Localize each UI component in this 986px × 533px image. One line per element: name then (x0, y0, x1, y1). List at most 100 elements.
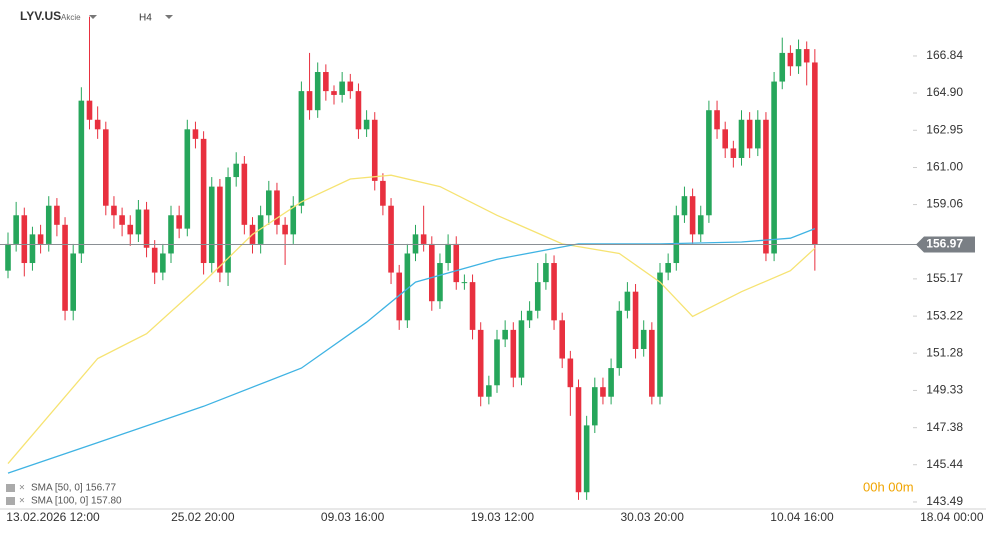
candle-body (592, 387, 598, 426)
sma-line (7, 174, 816, 465)
timeframe-dropdown[interactable] (165, 15, 173, 19)
candle-body (461, 282, 468, 284)
candle-body (632, 291, 639, 349)
candle-body (78, 100, 85, 254)
candle-body (111, 205, 117, 216)
symbol-dropdown[interactable] (89, 15, 97, 19)
y-tick-label: 149.33 (926, 383, 963, 397)
candle-body (37, 234, 44, 244)
candle-body (420, 234, 427, 244)
y-tick-label: 147.38 (926, 420, 963, 434)
legend-entry: SMA [50, 0] 156.77 (31, 483, 116, 494)
legend-close: × (19, 496, 25, 507)
candle-body (412, 234, 419, 254)
x-tick-label: 10.04 16:00 (770, 510, 834, 524)
last-price-label: 156.97 (926, 237, 963, 251)
x-tick-label: 30.03 20:00 (620, 510, 684, 524)
timeframe[interactable]: H4 (139, 13, 152, 24)
candle-body (143, 209, 150, 248)
last-price-box (916, 236, 975, 253)
candle-body (763, 119, 769, 254)
candle-body (477, 329, 484, 397)
candle-body (526, 310, 533, 321)
candle-body (184, 129, 191, 229)
candle-body (534, 282, 541, 311)
candle-body (119, 215, 125, 225)
candle-body (70, 253, 76, 311)
candle-body (803, 49, 810, 63)
candle-body (730, 148, 737, 158)
candle-body (217, 186, 223, 273)
candle-body (445, 243, 451, 264)
candle-body (714, 110, 720, 130)
candle-body (567, 358, 574, 388)
legend-close: × (19, 483, 25, 494)
candle-timer: 00h 00m (863, 479, 914, 494)
asset-class: Akcie (61, 13, 81, 22)
y-tick-label: 151.28 (926, 345, 963, 359)
x-tick-label: 09.03 16:00 (321, 510, 385, 524)
sma-line (7, 227, 816, 474)
candle-body (437, 263, 443, 302)
candle-body (274, 190, 280, 225)
candle-body (429, 243, 435, 302)
candle-body (363, 119, 370, 130)
y-tick-label: 143.49 (926, 494, 963, 508)
x-tick-label: 18.04 00:00 (920, 510, 984, 524)
candle-body (233, 163, 239, 178)
candle-body (314, 72, 321, 111)
candle-body (160, 253, 166, 273)
legend-icon (6, 497, 15, 505)
candle-body (771, 81, 777, 254)
candle-body (13, 215, 19, 244)
legend-icon (6, 484, 15, 492)
candle-body (331, 91, 337, 95)
candle-body (657, 272, 663, 397)
candle-body (323, 72, 329, 92)
candle-body (355, 91, 362, 130)
candle-body (282, 224, 288, 235)
candle-body (339, 81, 345, 95)
candle-body (192, 129, 199, 139)
candle-body (103, 129, 109, 206)
candle-body (151, 247, 158, 273)
candle-body (168, 215, 174, 254)
candle-body (347, 81, 354, 92)
candle-body (21, 215, 28, 264)
candle-body (486, 385, 492, 397)
candle-body (518, 320, 525, 378)
candle-body (738, 119, 745, 158)
candle-body (45, 205, 52, 244)
candle-body (241, 163, 248, 225)
legend-entry: SMA [100, 0] 157.80 (31, 496, 122, 507)
candle-body (29, 234, 36, 264)
candle-body (575, 387, 582, 493)
candle-body (746, 119, 753, 149)
candle-body (559, 320, 565, 359)
candle-body (665, 263, 671, 273)
y-tick-label: 166.84 (926, 48, 963, 62)
candle-body (510, 329, 517, 378)
candle-body (640, 329, 647, 349)
candle-body (86, 100, 93, 120)
candle-body (290, 205, 297, 235)
candle-body (200, 138, 207, 264)
candle-body (208, 186, 215, 264)
candle-body (787, 52, 794, 67)
y-tick-label: 159.06 (926, 197, 963, 211)
candle-body (396, 272, 402, 321)
candle-body (689, 196, 696, 235)
y-tick-label: 145.44 (926, 457, 963, 471)
symbol[interactable]: LYV.US (20, 9, 61, 23)
candle-body (673, 215, 680, 264)
x-tick-label: 13.02.2026 12:00 (6, 510, 100, 524)
candle-body (298, 91, 305, 206)
y-tick-label: 153.22 (926, 308, 963, 322)
candle-body (779, 52, 786, 82)
y-tick-label: 162.95 (926, 122, 963, 136)
candle-body (616, 310, 623, 369)
candle-body (697, 215, 704, 235)
candle-body (543, 263, 549, 283)
